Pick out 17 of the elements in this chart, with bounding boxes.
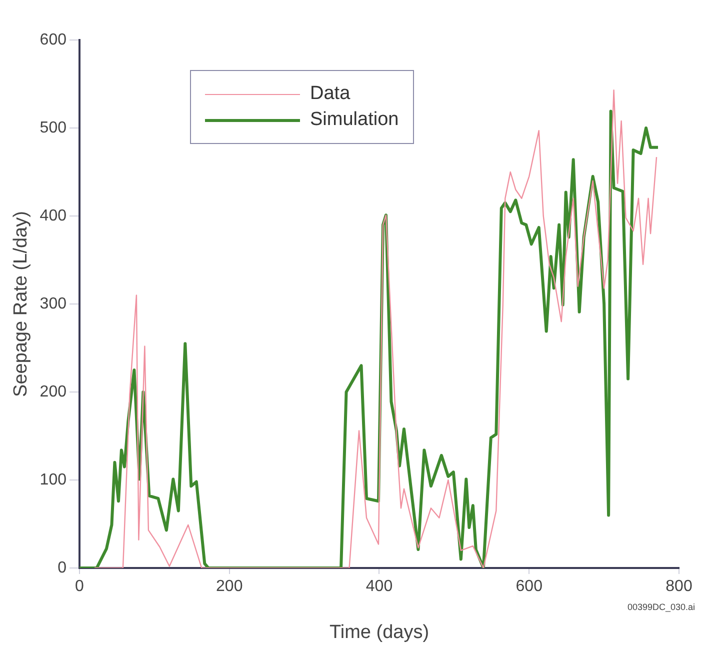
y-tick-label: 500 — [40, 119, 67, 136]
y-tick-label: 0 — [58, 559, 67, 576]
y-tick-label: 600 — [40, 31, 67, 48]
y-tick-label: 400 — [40, 207, 67, 224]
x-tick-label: 0 — [75, 578, 84, 596]
x-tick-label: 600 — [516, 578, 543, 596]
x-tick-label: 200 — [216, 578, 243, 596]
x-axis-title: Time (days) — [329, 622, 430, 643]
text: 00399DC_030.ai — [627, 602, 695, 612]
legend-label: Simulation — [310, 109, 399, 131]
y-tick-label: 300 — [40, 295, 67, 312]
y-tick-label: 100 — [40, 471, 67, 488]
x-tick-label: 400 — [366, 578, 393, 596]
y-axis-title: Seepage Rate (L/day) — [10, 211, 32, 397]
x-tick-label: 800 — [666, 578, 692, 596]
y-tick-label: 200 — [40, 383, 67, 400]
legend-label: Data — [310, 83, 350, 105]
